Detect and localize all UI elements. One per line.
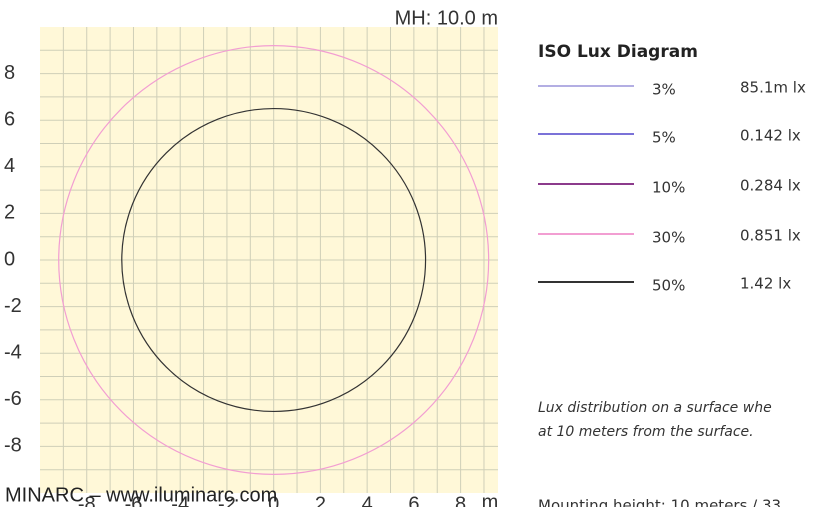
x-tick-label: 2 [315, 493, 326, 507]
x-tick-label: -4 [171, 493, 189, 507]
y-tick-label: -2 [4, 295, 22, 317]
iso-lux-contour [58, 45, 490, 475]
y-tick-label: 4 [4, 155, 15, 177]
x-axis-label: m [482, 491, 499, 507]
legend-label: 10% [652, 179, 685, 197]
note: at 10 meters from the surface. [538, 424, 754, 440]
y-tick-label: -6 [4, 388, 22, 410]
legend-value: 85.1m lx [740, 79, 806, 97]
legend-label: 30% [652, 229, 685, 247]
y-tick-label: 6 [4, 108, 15, 130]
chart-title: MH: 10.0 m [395, 7, 498, 29]
y-tick-label: 0 [4, 248, 15, 270]
legend-value: 0.142 lx [740, 127, 801, 145]
iso-lux-contour [121, 107, 427, 413]
x-tick-label: 6 [408, 493, 419, 507]
legend-value: 1.42 lx [740, 275, 791, 293]
footer: MINARC – www.iluminarc.com [5, 484, 277, 506]
legend-value: 0.851 lx [740, 227, 801, 245]
x-tick-label: 8 [455, 493, 466, 507]
legend-label: 5% [652, 129, 676, 147]
legend-value: 0.284 lx [740, 177, 801, 195]
x-tick-label: -2 [218, 493, 236, 507]
y-tick-label: 2 [4, 202, 15, 224]
y-tick-label: -8 [4, 435, 22, 457]
x-tick-label: -8 [78, 493, 96, 507]
y-tick-label: 8 [4, 62, 15, 84]
x-tick-label: -6 [125, 493, 143, 507]
y-tick-label: -4 [4, 341, 22, 363]
x-tick-label: 0 [268, 493, 279, 507]
x-tick-label: 4 [362, 493, 373, 507]
note: Mounting height: 10 meters / 33 [538, 497, 781, 507]
legend-label: 3% [652, 81, 676, 99]
legend-title: ISO Lux Diagram [538, 42, 698, 62]
note: Lux distribution on a surface whe [538, 400, 772, 416]
legend-label: 50% [652, 277, 685, 295]
